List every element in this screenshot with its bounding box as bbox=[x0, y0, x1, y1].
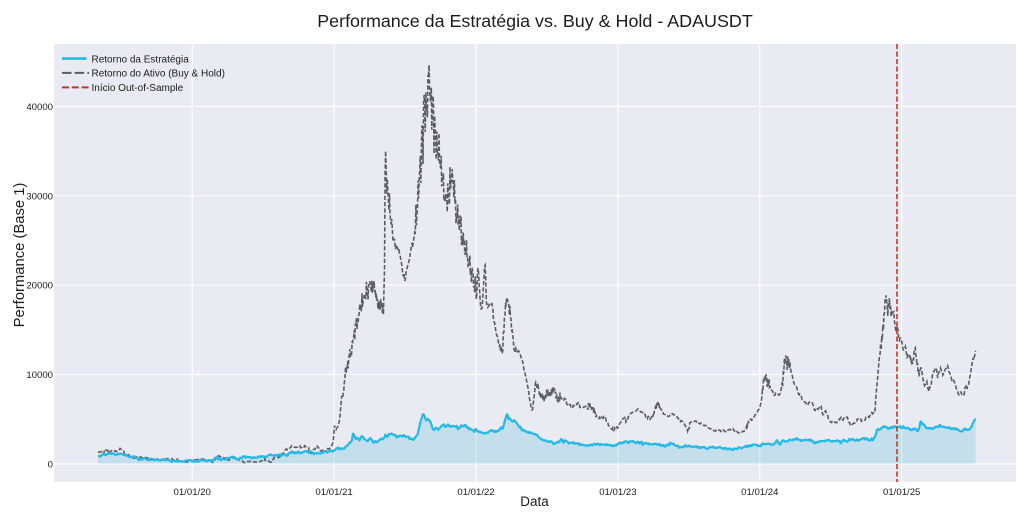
svg-text:01/01/21: 01/01/21 bbox=[315, 487, 352, 498]
svg-text:01/01/25: 01/01/25 bbox=[883, 487, 920, 498]
svg-text:01/01/20: 01/01/20 bbox=[174, 487, 211, 498]
svg-text:Retorno da Estratégia: Retorno da Estratégia bbox=[92, 54, 190, 65]
svg-text:01/01/24: 01/01/24 bbox=[741, 487, 779, 498]
svg-text:Início Out-of-Sample: Início Out-of-Sample bbox=[92, 83, 184, 94]
svg-text:01/01/23: 01/01/23 bbox=[599, 487, 636, 498]
svg-text:20000: 20000 bbox=[26, 281, 53, 292]
svg-text:Data: Data bbox=[520, 494, 549, 509]
svg-text:40000: 40000 bbox=[26, 102, 53, 113]
svg-text:Performance (Base 1): Performance (Base 1) bbox=[12, 183, 28, 328]
svg-text:30000: 30000 bbox=[26, 191, 53, 202]
svg-text:Performance da Estratégia vs.: Performance da Estratégia vs. Buy & Hold… bbox=[317, 11, 753, 31]
svg-text:0: 0 bbox=[48, 459, 53, 470]
svg-text:10000: 10000 bbox=[26, 370, 53, 381]
svg-text:01/01/22: 01/01/22 bbox=[457, 487, 494, 498]
svg-text:Retorno do Ativo (Buy & Hold): Retorno do Ativo (Buy & Hold) bbox=[92, 69, 225, 80]
